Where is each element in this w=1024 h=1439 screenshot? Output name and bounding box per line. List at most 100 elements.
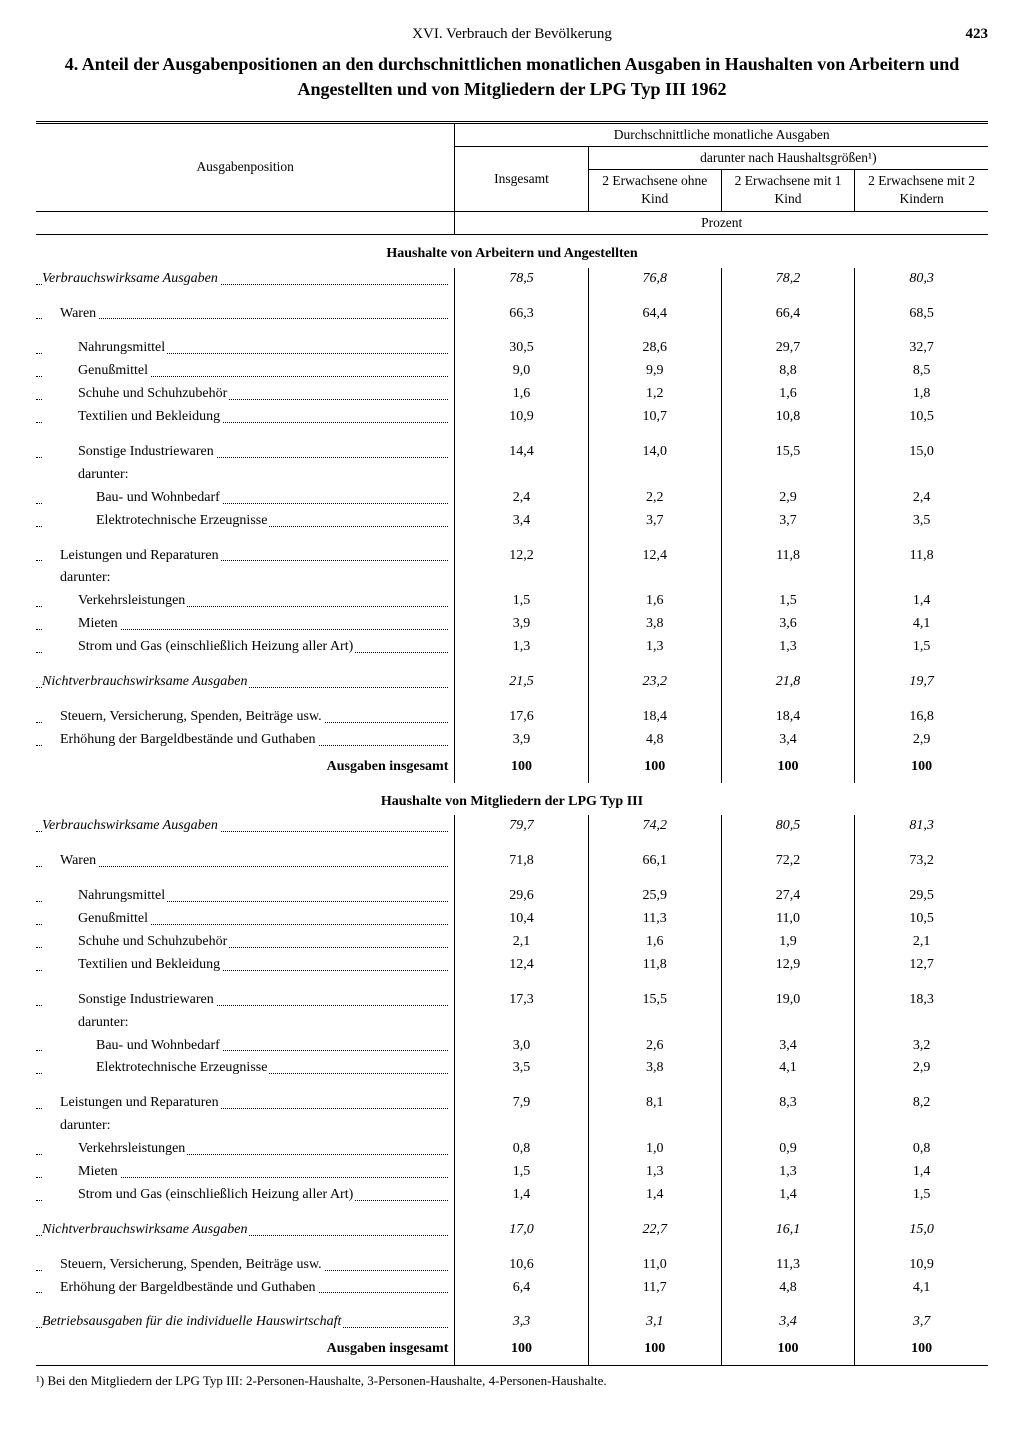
cell-value: 1,3 <box>588 1161 721 1184</box>
cell-value: 8,5 <box>855 360 988 383</box>
cell-value: 4,1 <box>855 613 988 636</box>
cell-value: 3,4 <box>721 729 854 752</box>
cell-value: 2,4 <box>455 487 588 510</box>
cell-value: 3,7 <box>588 510 721 533</box>
cell-value: 78,2 <box>721 268 854 291</box>
cell-value: 15,0 <box>855 441 988 464</box>
cell-value: 1,3 <box>588 636 721 659</box>
cell-value: 8,1 <box>588 1092 721 1115</box>
cell-value: 22,7 <box>588 1219 721 1242</box>
cell-value <box>721 1115 854 1138</box>
row-label: Verbrauchswirksame Ausgaben <box>36 268 455 291</box>
cell-value: 14,0 <box>588 441 721 464</box>
cell-value: 19,0 <box>721 989 854 1012</box>
row-label: Erhöhung der Bargeldbestände und Guthabe… <box>36 1277 455 1300</box>
cell-value <box>855 1012 988 1035</box>
row-label: Textilien und Bekleidung <box>36 406 455 429</box>
cell-value: 81,3 <box>855 815 988 838</box>
cell-value: 3,0 <box>455 1035 588 1058</box>
cell-value: 2,6 <box>588 1035 721 1058</box>
col-2adult1k-head: 2 Erwachsene mit 1 Kind <box>721 170 854 211</box>
cell-value: 3,2 <box>855 1035 988 1058</box>
cell-value: 8,2 <box>855 1092 988 1115</box>
cell-value: 14,4 <box>455 441 588 464</box>
chapter-title: XVI. Verbrauch der Bevölkerung <box>86 24 938 44</box>
cell-value: 3,1 <box>588 1311 721 1334</box>
row-label: Mieten <box>36 1161 455 1184</box>
cell-value: 9,0 <box>455 360 588 383</box>
cell-value: 28,6 <box>588 337 721 360</box>
cell-value: 18,4 <box>588 706 721 729</box>
cell-value: 11,8 <box>721 545 854 568</box>
row-label: Elektrotechnische Erzeugnisse <box>36 510 455 533</box>
cell-value: 3,5 <box>855 510 988 533</box>
cell-value: 2,1 <box>455 931 588 954</box>
cell-value <box>855 464 988 487</box>
cell-value: 3,5 <box>455 1057 588 1080</box>
cell-value: 3,7 <box>721 510 854 533</box>
cell-value: 32,7 <box>855 337 988 360</box>
cell-value: 3,6 <box>721 613 854 636</box>
table-header: Ausgabenposition Durchschnittliche monat… <box>36 122 988 234</box>
col-2adult2k-head: 2 Erwachsene mit 2 Kindern <box>855 170 988 211</box>
cell-value: 1,4 <box>588 1184 721 1207</box>
cell-value: 12,9 <box>721 954 854 977</box>
cell-value: 11,3 <box>588 908 721 931</box>
cell-value: 10,4 <box>455 908 588 931</box>
sum-value: 100 <box>588 752 721 783</box>
cell-value: 11,0 <box>588 1254 721 1277</box>
cell-value: 11,0 <box>721 908 854 931</box>
row-label: Schuhe und Schuhzubehör <box>36 931 455 954</box>
sum-label: Ausgaben insgesamt <box>36 1334 455 1365</box>
cell-value: 66,1 <box>588 850 721 873</box>
row-label: Verbrauchswirksame Ausgaben <box>36 815 455 838</box>
row-label: Sonstige Industriewaren <box>36 441 455 464</box>
cell-value: 8,8 <box>721 360 854 383</box>
cell-value <box>721 567 854 590</box>
row-label: Strom und Gas (einschließlich Heizung al… <box>36 1184 455 1207</box>
row-label: Elektrotechnische Erzeugnisse <box>36 1057 455 1080</box>
cell-value: 1,3 <box>721 636 854 659</box>
cell-value: 17,3 <box>455 989 588 1012</box>
cell-value: 21,8 <box>721 671 854 694</box>
row-label: Leistungen und Reparaturen <box>36 545 455 568</box>
cell-value: 68,5 <box>855 303 988 326</box>
row-label: Genußmittel <box>36 360 455 383</box>
cell-value: 2,9 <box>855 729 988 752</box>
row-label: Textilien und Bekleidung <box>36 954 455 977</box>
cell-value: 29,5 <box>855 885 988 908</box>
cell-value: 10,5 <box>855 908 988 931</box>
row-label: Nichtverbrauchswirksame Ausgaben <box>36 671 455 694</box>
cell-value: 64,4 <box>588 303 721 326</box>
row-label: Steuern, Versicherung, Spenden, Beiträge… <box>36 706 455 729</box>
cell-value <box>588 1012 721 1035</box>
row-label: Steuern, Versicherung, Spenden, Beiträge… <box>36 1254 455 1277</box>
sum-value: 100 <box>588 1334 721 1365</box>
row-label: Erhöhung der Bargeldbestände und Guthabe… <box>36 729 455 752</box>
cell-value: 1,5 <box>855 636 988 659</box>
sum-value: 100 <box>855 752 988 783</box>
cell-value: 76,8 <box>588 268 721 291</box>
row-label: Schuhe und Schuhzubehör <box>36 383 455 406</box>
sum-value: 100 <box>455 1334 588 1365</box>
row-label: Nahrungsmittel <box>36 885 455 908</box>
cell-value: 11,3 <box>721 1254 854 1277</box>
cell-value: 3,4 <box>721 1311 854 1334</box>
cell-value: 11,8 <box>855 545 988 568</box>
cell-value: 10,9 <box>855 1254 988 1277</box>
cell-value: 73,2 <box>855 850 988 873</box>
cell-value: 1,0 <box>588 1138 721 1161</box>
cell-value: 11,8 <box>588 954 721 977</box>
cell-value: 79,7 <box>455 815 588 838</box>
cell-value: 29,6 <box>455 885 588 908</box>
row-label: Nahrungsmittel <box>36 337 455 360</box>
cell-value: 72,2 <box>721 850 854 873</box>
cell-value <box>455 464 588 487</box>
cell-value: 1,6 <box>588 931 721 954</box>
sum-value: 100 <box>721 752 854 783</box>
cell-value: 1,4 <box>855 590 988 613</box>
cell-value: 15,5 <box>588 989 721 1012</box>
cell-value: 18,4 <box>721 706 854 729</box>
sum-value: 100 <box>855 1334 988 1365</box>
cell-value: 3,8 <box>588 1057 721 1080</box>
